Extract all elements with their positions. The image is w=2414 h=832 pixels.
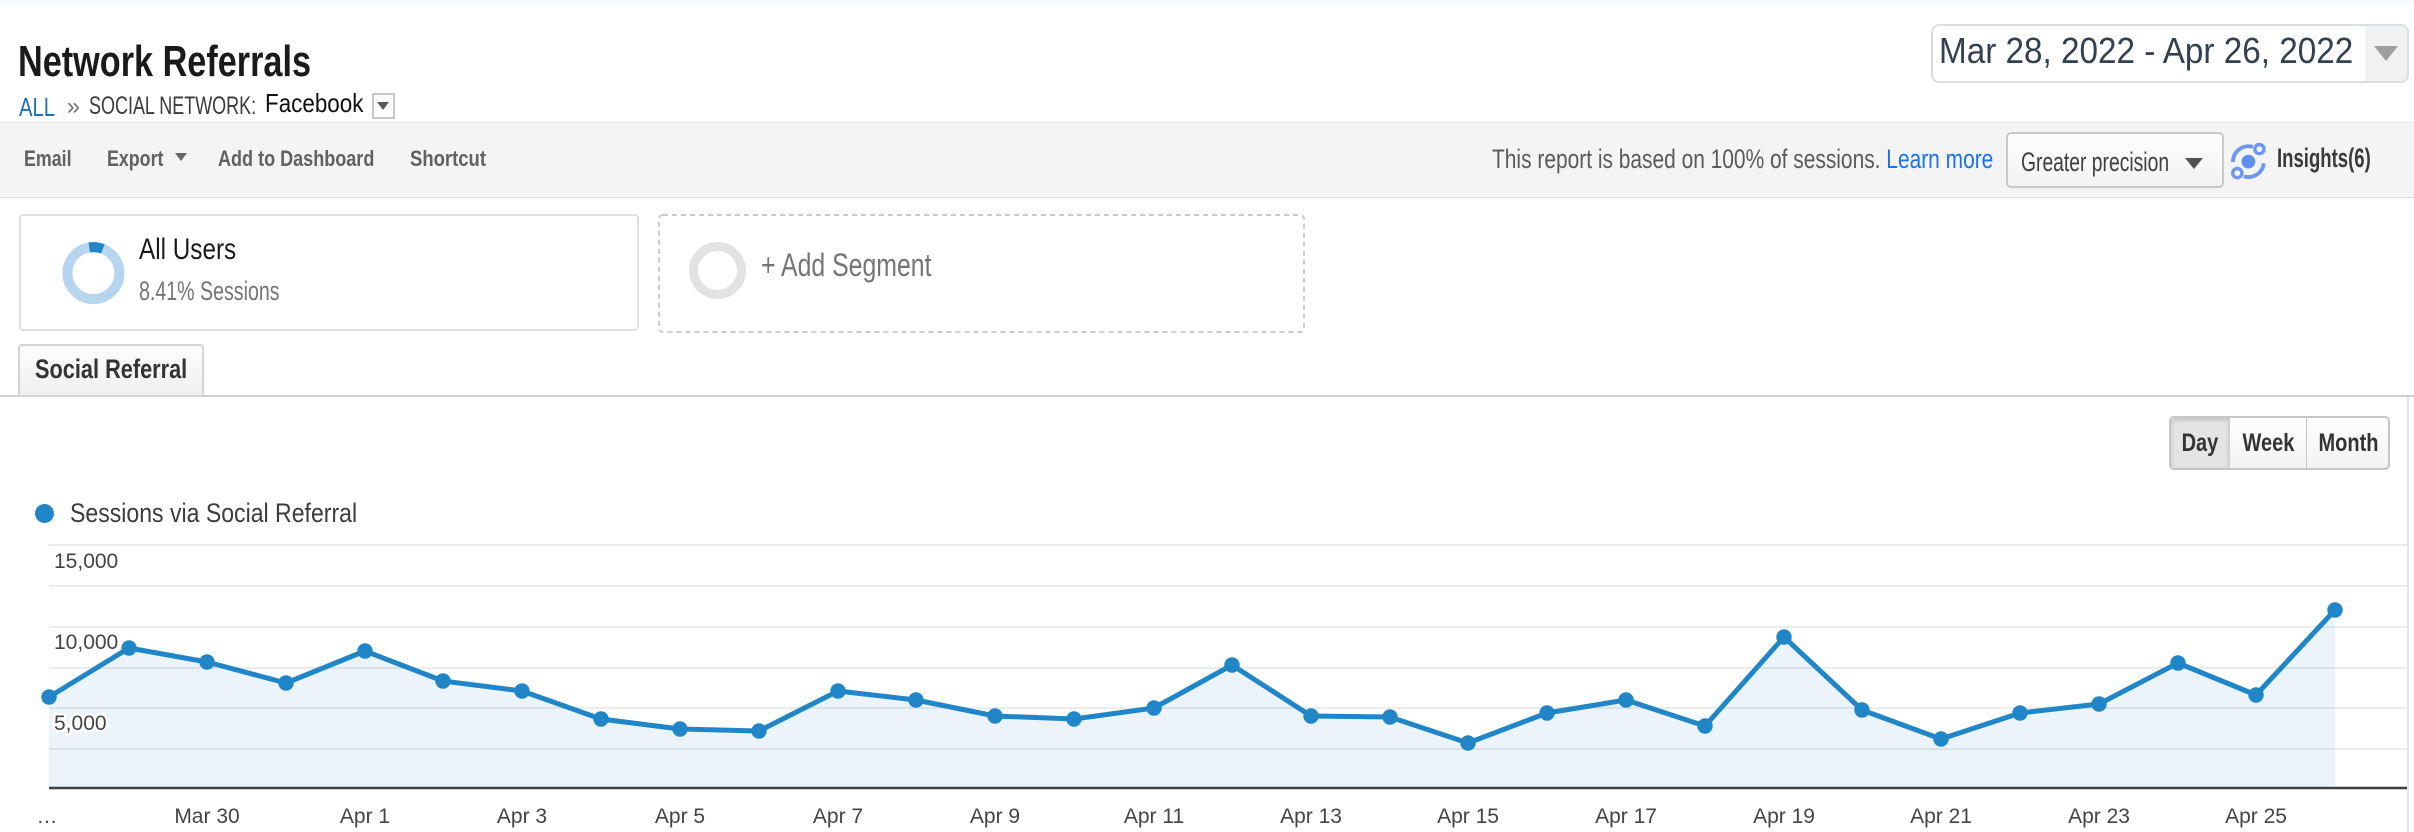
svg-text:Apr 9: Apr 9 (970, 805, 1020, 828)
svg-text:Apr 11: Apr 11 (1124, 805, 1184, 828)
svg-text:Apr 13: Apr 13 (1280, 805, 1342, 828)
svg-text:…: … (37, 805, 58, 828)
svg-text:Apr 7: Apr 7 (813, 805, 863, 828)
svg-text:Apr 1: Apr 1 (340, 805, 390, 828)
svg-text:Apr 25: Apr 25 (2225, 805, 2287, 828)
svg-text:Apr 19: Apr 19 (1753, 805, 1815, 828)
svg-text:Apr 21: Apr 21 (1910, 805, 1972, 828)
svg-text:Apr 17: Apr 17 (1595, 805, 1657, 828)
svg-text:Apr 23: Apr 23 (2068, 805, 2130, 828)
svg-text:Apr 5: Apr 5 (655, 805, 705, 828)
svg-text:5,000: 5,000 (54, 712, 107, 735)
svg-text:10,000: 10,000 (54, 631, 118, 654)
svg-text:Apr 15: Apr 15 (1437, 805, 1499, 828)
svg-text:15,000: 15,000 (54, 550, 118, 573)
svg-text:Mar 30: Mar 30 (174, 805, 239, 828)
svg-text:Apr 3: Apr 3 (497, 805, 547, 828)
